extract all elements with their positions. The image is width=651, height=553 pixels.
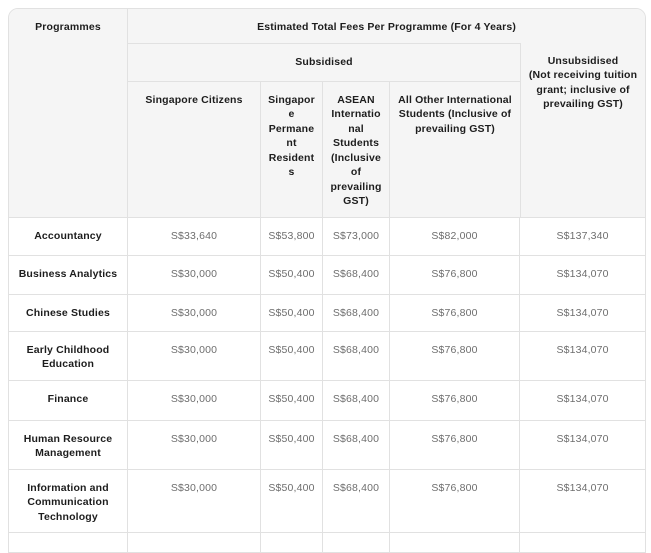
fee-value — [323, 533, 390, 552]
programme-name: Human Resource Management — [9, 420, 128, 470]
fee-value: S$50,400 — [261, 380, 323, 421]
fee-value: S$30,000 — [128, 380, 261, 421]
programmes-header: Programmes — [9, 9, 128, 218]
fee-value: S$82,000 — [390, 217, 520, 256]
fee-value: S$50,400 — [261, 420, 323, 470]
fee-value: S$50,400 — [261, 469, 323, 533]
fee-value: S$50,400 — [261, 294, 323, 332]
fee-value: S$134,070 — [520, 294, 645, 332]
fee-value: S$76,800 — [390, 420, 520, 470]
fee-value: S$68,400 — [323, 380, 390, 421]
table-row: Early Childhood Education S$30,000 S$50,… — [9, 331, 645, 381]
fee-value — [261, 533, 323, 552]
fee-value: S$137,340 — [520, 217, 645, 256]
fee-value: S$30,000 — [128, 294, 261, 332]
programme-name: Accountancy — [9, 217, 128, 256]
fee-value: S$68,400 — [323, 294, 390, 332]
fee-value: S$76,800 — [390, 469, 520, 533]
programme-name: Business Analytics — [9, 255, 128, 295]
header-row-top: Programmes Estimated Total Fees Per Prog… — [9, 9, 645, 218]
fees-table-container: Programmes Estimated Total Fees Per Prog… — [8, 8, 646, 553]
fee-value: S$134,070 — [520, 380, 645, 421]
subsidised-header: Subsidised — [128, 42, 520, 82]
table-row: Business Analytics S$30,000 S$50,400 S$6… — [9, 255, 645, 295]
programme-name: Early Childhood Education — [9, 331, 128, 381]
table-row: Information and Communication Technology… — [9, 469, 645, 533]
fee-value: S$134,070 — [520, 469, 645, 533]
fee-value: S$76,800 — [390, 294, 520, 332]
fee-value: S$68,400 — [323, 469, 390, 533]
fee-value — [390, 533, 520, 552]
table-row: Accountancy S$33,640 S$53,800 S$73,000 S… — [9, 217, 645, 256]
header-row-columns: Singapore Citizens Singapore Permanent R… — [9, 81, 645, 218]
table-row-partial — [9, 533, 645, 552]
fee-value: S$50,400 — [261, 331, 323, 381]
table-row: Finance S$30,000 S$50,400 S$68,400 S$76,… — [9, 380, 645, 421]
column-header-asean-international-students: ASEAN International Students (Inclusive … — [323, 81, 390, 218]
unsubsidised-title: Unsubsidised — [547, 54, 619, 67]
table-row: Chinese Studies S$30,000 S$50,400 S$68,4… — [9, 294, 645, 332]
programme-name: Information and Communication Technology — [9, 469, 128, 533]
fee-value — [520, 533, 645, 552]
fee-value: S$134,070 — [520, 255, 645, 295]
fee-value: S$68,400 — [323, 420, 390, 470]
programme-name — [9, 533, 128, 552]
fee-value: S$76,800 — [390, 255, 520, 295]
table-row: Human Resource Management S$30,000 S$50,… — [9, 420, 645, 470]
fee-value: S$134,070 — [520, 331, 645, 381]
unsubsidised-subtitle: (Not receiving tuition grant; inclusive … — [528, 69, 638, 110]
fee-value: S$30,000 — [128, 420, 261, 470]
fee-value: S$68,400 — [323, 255, 390, 295]
fee-value: S$73,000 — [323, 217, 390, 256]
fee-value: S$76,800 — [390, 380, 520, 421]
fees-table: Programmes Estimated Total Fees Per Prog… — [9, 9, 645, 552]
programme-name: Chinese Studies — [9, 294, 128, 332]
fee-value: S$33,640 — [128, 217, 261, 256]
fee-value: S$134,070 — [520, 420, 645, 470]
column-header-all-other-international-students: All Other International Students (Inclus… — [390, 81, 520, 218]
fee-value: S$30,000 — [128, 255, 261, 295]
fee-value: S$53,800 — [261, 217, 323, 256]
fee-value: S$30,000 — [128, 331, 261, 381]
top-header: Estimated Total Fees Per Programme (For … — [128, 9, 645, 43]
fee-value: S$76,800 — [390, 331, 520, 381]
fee-value: S$68,400 — [323, 331, 390, 381]
unsubsidised-header: Unsubsidised (Not receiving tuition gran… — [520, 42, 645, 218]
column-header-singapore-permanent-residents: Singapore Permanent Residents — [261, 81, 323, 218]
programme-name: Finance — [9, 380, 128, 421]
column-header-singapore-citizens: Singapore Citizens — [128, 81, 261, 218]
fee-value: S$30,000 — [128, 469, 261, 533]
fee-value: S$50,400 — [261, 255, 323, 295]
fee-value — [128, 533, 261, 552]
header-row-groups: Subsidised Unsubsidised (Not receiving t… — [9, 42, 645, 218]
